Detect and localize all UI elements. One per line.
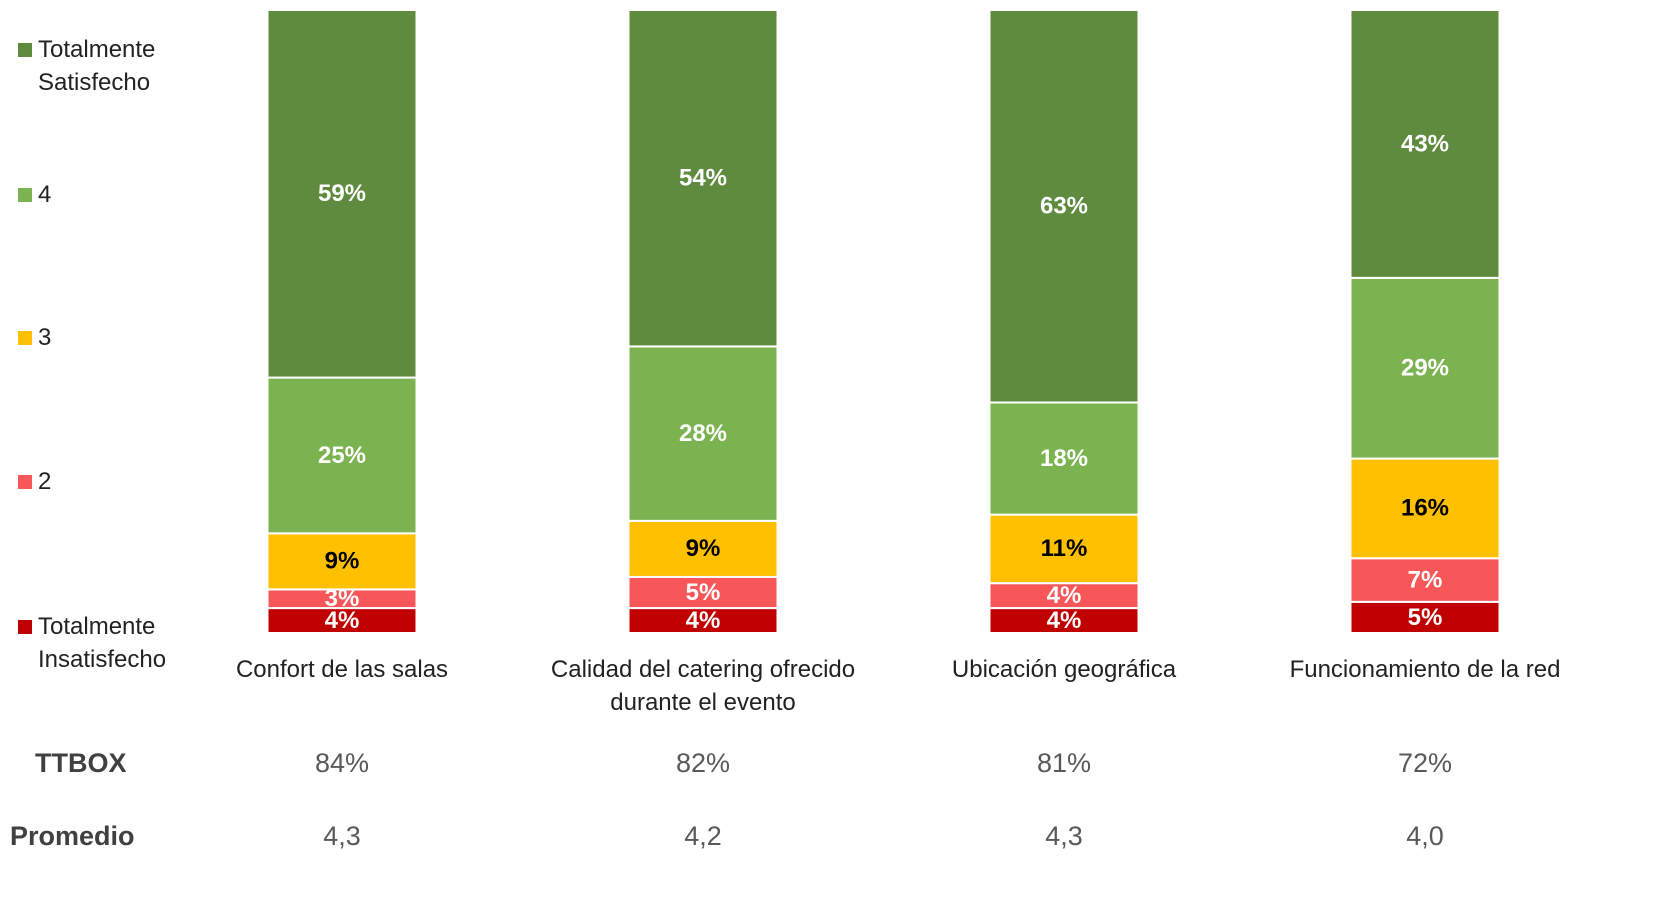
row-value: 4,3 — [1045, 821, 1083, 851]
data-label: 28% — [679, 420, 727, 447]
row-value: 72% — [1397, 748, 1453, 778]
data-label: 43% — [1401, 130, 1449, 157]
data-label: 63% — [1040, 193, 1088, 220]
data-label: 4% — [1047, 582, 1082, 609]
row-value: 4,3 — [323, 821, 361, 851]
bar-segment — [988, 513, 1140, 585]
bar-segment — [988, 582, 1140, 610]
legend-swatch — [18, 475, 32, 489]
bar-segment — [1349, 557, 1501, 603]
x-tick-label: Confort de las salas — [235, 656, 449, 683]
x-tick-label: Funcionamiento de la red — [1289, 656, 1561, 683]
data-label: 29% — [1401, 355, 1449, 382]
data-label: 18% — [1040, 445, 1088, 472]
x-tick-label: Ubicación geográfica — [951, 656, 1177, 683]
row-value: 82% — [675, 748, 731, 778]
bar-segment — [1349, 276, 1501, 460]
bar-segment — [627, 9, 779, 348]
row-value: 81% — [1036, 748, 1092, 778]
legend-swatch — [18, 620, 32, 634]
row-label: TTBOX — [35, 748, 127, 778]
row-value: 4,0 — [1406, 821, 1444, 851]
bar-segment — [627, 519, 779, 578]
data-label: 16% — [1401, 495, 1449, 522]
data-label: 7% — [1408, 566, 1443, 593]
bar-segment — [988, 401, 1140, 516]
legend-swatch — [18, 43, 32, 57]
bar-segment — [627, 607, 779, 635]
bar-segment — [988, 607, 1140, 635]
data-label: 25% — [318, 442, 366, 469]
bar-segment — [1349, 457, 1501, 560]
x-tick-label: Calidad del catering ofrecido durante el… — [550, 656, 856, 716]
legend-swatch — [18, 188, 32, 202]
bar-segment — [988, 9, 1140, 404]
bar-segment — [266, 607, 418, 635]
bar-segment — [266, 532, 418, 591]
bar-segment — [627, 575, 779, 610]
data-label: 4% — [686, 607, 721, 634]
row-value: 4,2 — [684, 821, 722, 851]
row-label: Promedio — [10, 821, 135, 851]
bar-segment — [627, 345, 779, 522]
data-label: 54% — [679, 165, 727, 192]
data-label: 5% — [1408, 604, 1443, 631]
bar-segment — [266, 9, 418, 379]
legend-label: 3 — [38, 324, 52, 351]
legend-label: Totalmente Satisfecho — [38, 36, 156, 96]
data-label: 4% — [1047, 607, 1082, 634]
bar-segment — [1349, 9, 1501, 279]
legend-swatch — [18, 331, 32, 345]
data-label: 59% — [318, 180, 366, 207]
data-label: 11% — [1041, 535, 1088, 562]
row-value: 84% — [314, 748, 370, 778]
legend-label: Totalmente Insatisfecho — [38, 613, 167, 673]
data-label: 9% — [686, 535, 721, 562]
data-label: 4% — [325, 607, 360, 634]
data-label: 9% — [325, 548, 360, 575]
legend-label: 2 — [38, 468, 52, 495]
legend-label: 4 — [38, 181, 52, 208]
data-label: 5% — [686, 579, 721, 606]
